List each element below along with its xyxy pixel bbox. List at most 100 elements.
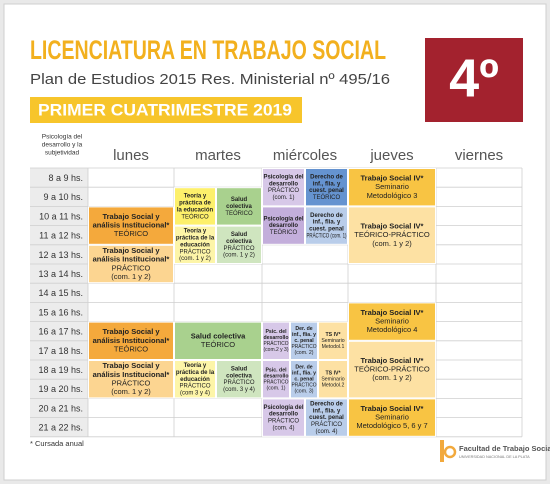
title: LICENCIATURA EN TRABAJO SOCIAL (30, 35, 386, 65)
course-text: inf., flia. y (313, 408, 341, 414)
course-text: PRÁCTICO (264, 379, 289, 386)
course-text: colectiva (226, 204, 252, 210)
course-text: colectiva (226, 373, 252, 379)
course-text: Trabajo Social IV* (361, 222, 424, 231)
course-text: Salud (231, 232, 248, 238)
course-text: Psic. del (265, 368, 287, 374)
course-block (262, 398, 305, 437)
hour-cell (30, 168, 88, 188)
course-block (174, 321, 262, 361)
row (88, 302, 522, 322)
course-text: (com. 1 y 2) (372, 239, 412, 248)
course-text: Der. de (295, 326, 312, 332)
course-block (305, 398, 348, 437)
course-text: (com.2 y 3) (264, 347, 289, 353)
course-block (174, 187, 216, 226)
logo: Facultad de Trabajo Social UNIVERSIDAD N… (440, 440, 550, 462)
hour-label: 21 a 22 hs. (38, 423, 83, 433)
row (88, 264, 522, 284)
course-text: (com. 1) (266, 386, 285, 392)
course-text: Seminario (375, 182, 409, 191)
course-text: Trabajo Social y (102, 246, 160, 255)
course-text: PRÁCTICO (311, 421, 342, 428)
banner: PRIMER CUATRIMESTRE 2019 (38, 100, 292, 119)
course-text: análisis Institucional* (93, 221, 170, 230)
header-note: subjetividad (45, 150, 80, 157)
course-block (348, 206, 436, 264)
hour-label: 16 a 17 hs. (38, 327, 83, 337)
course-text: TEÓRICO (313, 194, 341, 201)
course-block (216, 187, 262, 226)
course-text: desarrollo (269, 181, 298, 187)
course-block (88, 360, 174, 399)
course-block (318, 360, 348, 399)
course-block (290, 360, 318, 399)
course-text: (com. 1) (272, 195, 294, 201)
hour-label: 10 a 11 hs. (39, 211, 83, 221)
course-text: Trabajo Social y (102, 212, 160, 221)
hour-cell (30, 398, 88, 418)
footnote: * Cursada anual (30, 439, 84, 448)
course-block (348, 302, 436, 341)
course-block (88, 206, 174, 245)
course-text: Seminario (375, 413, 409, 422)
course-block (348, 398, 436, 437)
course-text: PRÁCTICO (com. 1) (307, 233, 347, 240)
course-block (262, 360, 290, 399)
course-text: Psicología del (264, 174, 304, 180)
course-text: PRÁCTICO (268, 187, 299, 194)
day-label: jueves (369, 147, 413, 164)
course-block (88, 321, 174, 361)
hour-cell (30, 283, 88, 303)
hour-cell (30, 302, 88, 322)
course-text: PRÁCTICO (268, 418, 299, 425)
course-text: TEÓRICO (201, 340, 235, 349)
course-text: Trabajo Social y (102, 361, 160, 370)
hour-label: 19 a 20 hs. (38, 384, 83, 394)
course-text: Metodol.1 (322, 344, 345, 350)
hour-cell (30, 206, 88, 226)
logo-mark (443, 445, 457, 459)
course-block (174, 225, 216, 265)
hour-cell (30, 225, 88, 245)
course-block (262, 321, 290, 361)
course-block (216, 225, 262, 265)
day-label: miércoles (273, 147, 337, 164)
course-block (305, 206, 348, 245)
course-text: Seminario (321, 338, 344, 344)
hour-cell (30, 417, 88, 437)
course-text: Trabajo Social IV* (361, 308, 424, 317)
course-text: TS IV* (326, 371, 342, 377)
course-text: inf., flia. y (292, 371, 316, 377)
course-text: Derecho de (310, 401, 343, 407)
course-text: educación (180, 242, 210, 248)
course-text: Trabajo Social IV* (361, 404, 424, 413)
course-text: (com. 4) (272, 426, 294, 432)
course-text: Psicología del (264, 405, 304, 411)
day-label: lunes (113, 147, 149, 164)
course-text: (com. 2) (294, 350, 313, 356)
course-text: (com. 1 y 2) (111, 387, 151, 396)
course-text: PRÁCTICO (112, 378, 151, 387)
course-text: cuest. penal (309, 227, 344, 233)
course-text: cuest. penal (309, 415, 344, 421)
subtitle: Plan de Estudios 2015 Res. Ministerial n… (30, 71, 390, 88)
course-text: desarrollo (269, 223, 298, 229)
header-note: desarrollo y la (42, 142, 83, 149)
course-block (174, 360, 216, 399)
hour-cell (30, 340, 88, 360)
course-text: Trabajo Social IV* (361, 356, 424, 365)
course-text: PRÁCTICO (292, 382, 317, 389)
course-text: Teoría y (184, 194, 207, 200)
row (88, 283, 522, 303)
university: UNIVERSIDAD NACIONAL DE LA PLATA (459, 455, 530, 459)
course-text: análisis Institucional* (93, 255, 170, 264)
course-text: PRÁCTICO (223, 245, 254, 252)
course-text: Psic. del (265, 329, 287, 335)
course-block (305, 168, 348, 207)
day-label: viernes (455, 147, 503, 164)
course-text: Teoría y (184, 363, 207, 369)
course-text: TEÓRICO (225, 210, 253, 217)
hour-label: 17 a 18 hs. (38, 346, 83, 356)
